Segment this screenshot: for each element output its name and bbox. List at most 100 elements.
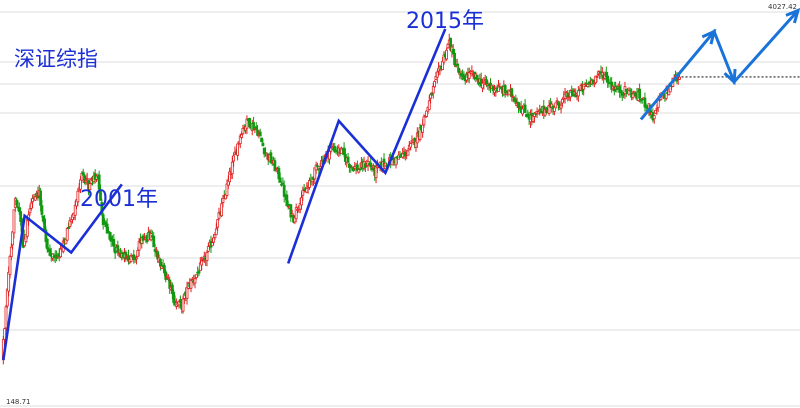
candle-body — [521, 108, 524, 115]
candle-body — [194, 274, 198, 279]
arrowhead-up-2 — [785, 7, 800, 24]
candle-body — [181, 298, 185, 312]
candle-body — [317, 168, 321, 171]
candle-body — [33, 196, 37, 201]
candle-body — [45, 238, 49, 250]
candle-body — [566, 92, 570, 98]
candle-body — [296, 209, 299, 211]
candle-body — [214, 228, 218, 236]
candle-body — [497, 85, 500, 92]
candle-body — [435, 71, 439, 78]
candle-body — [282, 184, 286, 197]
candle-body — [116, 245, 120, 253]
candle-body — [475, 74, 479, 80]
candle-body — [308, 179, 311, 188]
candle-body — [136, 250, 140, 257]
candle-body — [8, 255, 12, 275]
candle-body — [290, 213, 294, 216]
candle-body — [17, 207, 21, 213]
annotation-2015: 2015年 — [406, 9, 484, 34]
labels-layer: 深证综指 2001年 2015年 4027.42 148.71 — [6, 3, 797, 406]
candle-body — [81, 171, 85, 176]
wave-line-2015 — [286, 28, 447, 264]
candle-body — [112, 238, 116, 247]
candle-body — [189, 279, 193, 289]
candle-body — [166, 278, 170, 280]
candle-body — [258, 131, 262, 137]
candle-body — [206, 246, 210, 252]
candle-body — [11, 231, 15, 246]
candle-body — [446, 43, 450, 49]
candle-body — [232, 155, 236, 162]
candle-body — [236, 143, 240, 156]
candle-body — [31, 198, 35, 203]
candle-body — [225, 183, 229, 196]
candle-body — [346, 156, 350, 163]
candle-body — [39, 190, 43, 206]
candle-body — [374, 166, 378, 178]
candle-body — [531, 115, 535, 122]
candle-body — [164, 271, 168, 280]
candle-body — [567, 97, 571, 100]
candle-body — [421, 124, 425, 133]
candle-body — [638, 88, 641, 99]
candle-body — [606, 75, 610, 83]
candle-body — [517, 101, 520, 108]
wave-lines-layer — [2, 7, 800, 361]
candle-body — [622, 93, 626, 96]
candle-body — [4, 306, 8, 329]
candle-body — [220, 203, 224, 217]
candle-body — [510, 88, 514, 98]
candle-body — [330, 146, 334, 148]
candle-body — [624, 88, 628, 92]
candle-body — [73, 204, 77, 216]
candle-body — [425, 110, 429, 117]
low-price-label: 148.71 — [6, 398, 31, 406]
candle-body — [43, 218, 46, 231]
candle-body — [554, 102, 558, 109]
candle-body — [470, 71, 474, 74]
candle-body — [305, 188, 309, 193]
candle-body — [631, 93, 635, 99]
candle-body — [503, 85, 507, 93]
candle-body — [210, 242, 214, 247]
candle-body — [7, 271, 11, 292]
candle-body — [159, 258, 162, 267]
candle-body — [628, 89, 632, 92]
candle-body — [537, 111, 540, 115]
candle-body — [15, 199, 19, 206]
candle-body — [260, 137, 263, 143]
candle-body — [511, 96, 515, 98]
candle-body — [678, 76, 681, 80]
projection-line — [639, 9, 800, 121]
candle-body — [482, 81, 486, 85]
candle-body — [185, 286, 189, 299]
annotation-2001: 2001年 — [80, 187, 158, 212]
arrowhead-up-1 — [701, 28, 717, 45]
candle-body — [273, 160, 277, 172]
candle-body — [216, 219, 220, 228]
candle-body — [445, 49, 448, 60]
candle-body — [654, 110, 657, 114]
candle-body — [254, 126, 258, 130]
candle-body — [221, 197, 225, 203]
candle-body — [300, 197, 303, 206]
candle-body — [65, 228, 69, 241]
chart-title: 深证综指 — [14, 47, 98, 71]
candle-body — [431, 86, 435, 94]
candle-body — [557, 101, 560, 106]
candle-body — [29, 202, 33, 209]
candle-body — [99, 189, 102, 201]
candle-body — [12, 209, 16, 234]
candle-body — [576, 90, 580, 97]
candle-body — [200, 260, 204, 266]
candle-body — [230, 161, 234, 175]
candle-body — [261, 142, 265, 147]
candle-body — [302, 188, 306, 192]
candle-body — [514, 99, 518, 104]
candle-body — [457, 67, 460, 73]
candle-body — [316, 165, 319, 168]
candle-body — [369, 162, 373, 168]
candle-body — [213, 234, 217, 239]
candle-body — [427, 100, 431, 110]
